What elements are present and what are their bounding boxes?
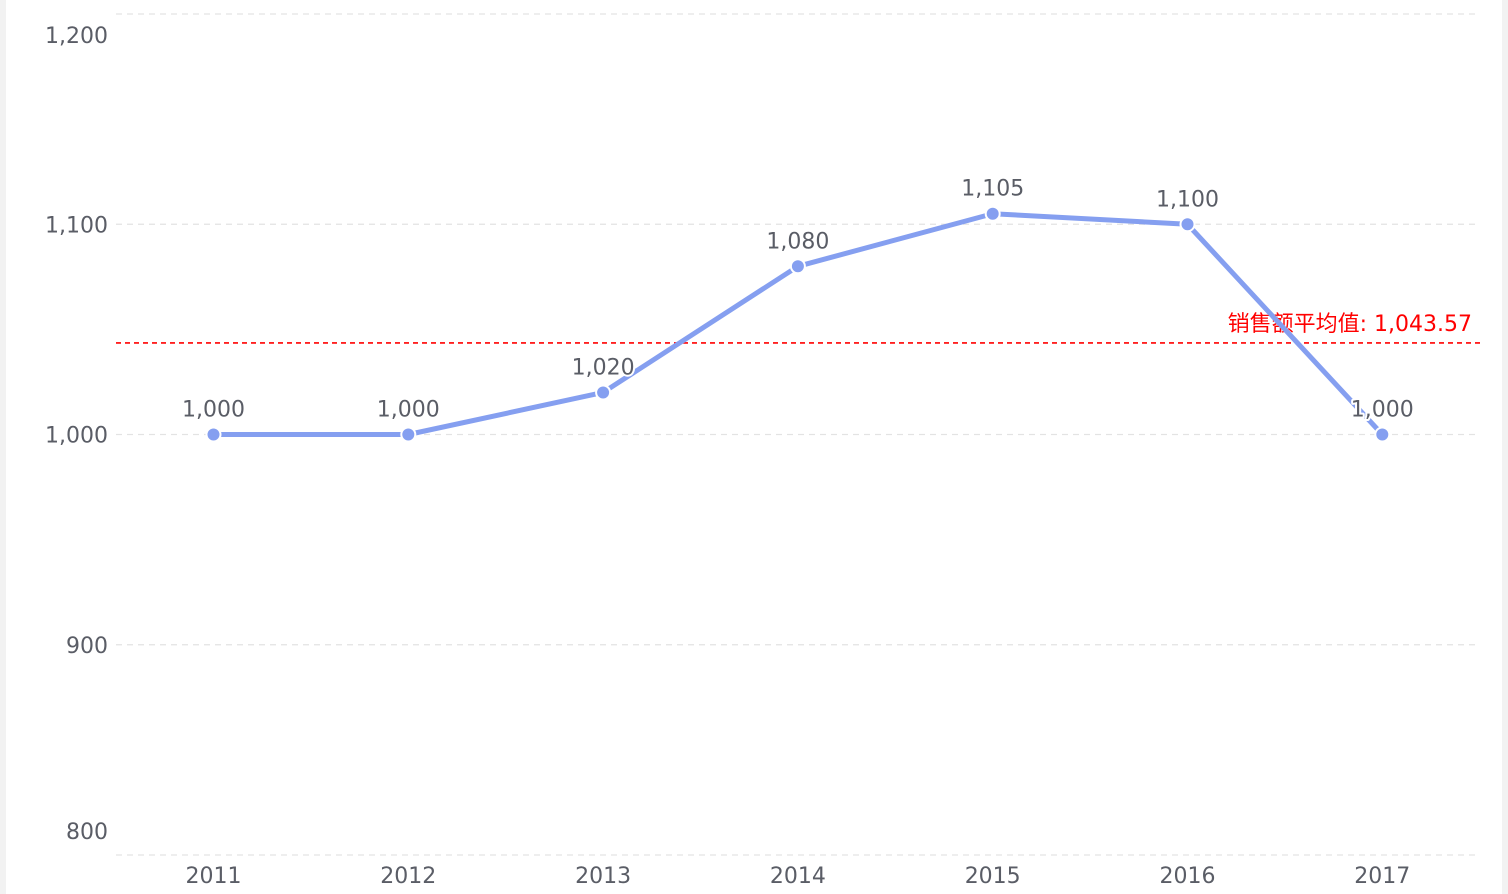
data-label: 1,100 xyxy=(1156,187,1219,212)
y-tick-label: 1,100 xyxy=(45,213,108,238)
data-label: 1,000 xyxy=(377,398,440,423)
x-tick-label: 2013 xyxy=(575,864,631,889)
gridlines xyxy=(116,13,1480,856)
data-label: 1,020 xyxy=(572,355,635,380)
data-point[interactable] xyxy=(789,258,806,275)
x-tick-label: 2017 xyxy=(1354,864,1410,889)
y-tick-label: 1,200 xyxy=(45,24,108,49)
data-label: 1,000 xyxy=(182,398,245,423)
y-tick-label: 1,000 xyxy=(45,424,108,449)
x-axis-ticks: 2011 2012 2013 2014 2015 2016 2017 xyxy=(186,864,1411,889)
data-point[interactable] xyxy=(984,205,1001,222)
data-label: 1,105 xyxy=(961,177,1024,202)
y-tick-label: 800 xyxy=(66,820,108,845)
x-tick-label: 2014 xyxy=(770,864,826,889)
data-label: 1,000 xyxy=(1351,398,1414,423)
x-tick-label: 2015 xyxy=(965,864,1021,889)
data-point[interactable] xyxy=(205,426,222,443)
average-reference: 销售额平均值: 1,043.57 xyxy=(116,312,1480,344)
data-labels: 1,000 1,000 1,020 1,080 1,105 1,100 1,000 xyxy=(180,175,1416,425)
data-label: 1,080 xyxy=(766,229,829,254)
x-tick-label: 2011 xyxy=(186,864,242,889)
series-sales xyxy=(205,205,1391,443)
data-point[interactable] xyxy=(400,426,417,443)
average-line-label: 销售额平均值: 1,043.57 xyxy=(1228,312,1472,337)
y-tick-label: 900 xyxy=(66,634,108,659)
data-point[interactable] xyxy=(1374,426,1391,443)
y-axis-ticks: 800 900 1,000 1,100 1,200 xyxy=(45,24,108,845)
x-tick-label: 2012 xyxy=(380,864,436,889)
x-tick-label: 2016 xyxy=(1160,864,1216,889)
data-point[interactable] xyxy=(1179,216,1196,233)
data-point[interactable] xyxy=(595,384,612,401)
